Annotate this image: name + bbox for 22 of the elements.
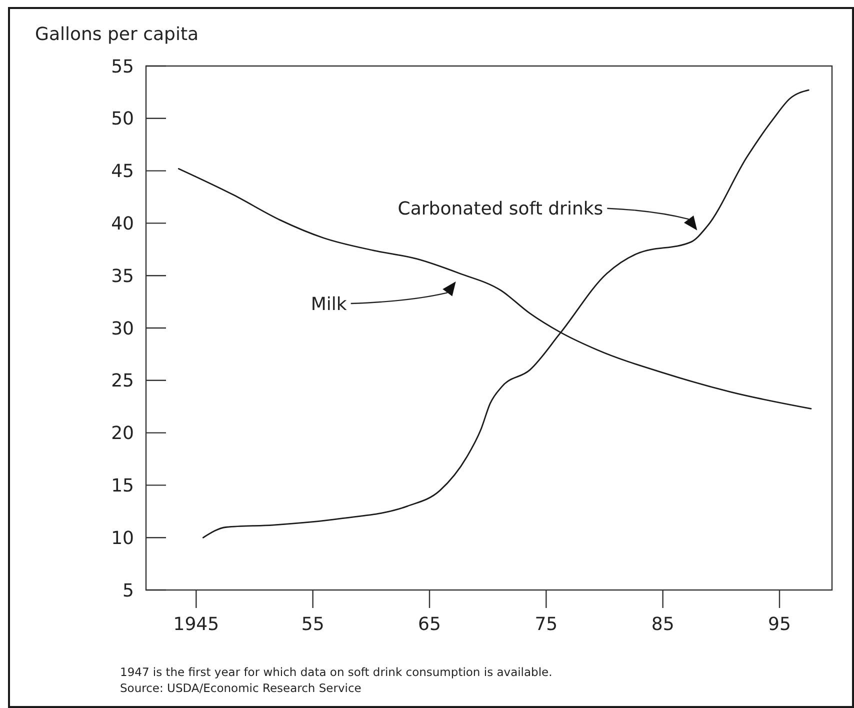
y-tick-label: 15 (111, 476, 134, 496)
y-axis-title: Gallons per capita (35, 24, 199, 45)
y-tick-label: 50 (111, 108, 134, 130)
y-tick-label: 20 (111, 423, 134, 444)
x-tick-label: 85 (651, 614, 674, 635)
y-tick-label: 35 (111, 266, 134, 287)
x-tick-label: 95 (768, 614, 791, 635)
legend-label: Carbonated soft drinks (398, 198, 604, 220)
y-tick-label: 40 (111, 214, 134, 234)
y-tick-label: 30 (111, 318, 134, 340)
x-tick-label: 75 (534, 614, 558, 635)
x-tick-label: 1945 (173, 614, 220, 635)
y-tick-label: 10 (111, 528, 134, 549)
y-tick-label: 5 (122, 580, 134, 602)
y-tick-label: 25 (111, 370, 134, 392)
text: 1947 is the first year for which data on soft drink consumption is available. (120, 665, 552, 679)
text: Milk (310, 294, 348, 315)
x-tick-label: 55 (301, 614, 324, 635)
y-tick-label: 55 (111, 56, 134, 78)
source-note: Source: USDA/Economic Research Service (120, 681, 362, 695)
y-tick-label: 45 (111, 161, 134, 182)
x-tick-label: 65 (418, 614, 441, 635)
